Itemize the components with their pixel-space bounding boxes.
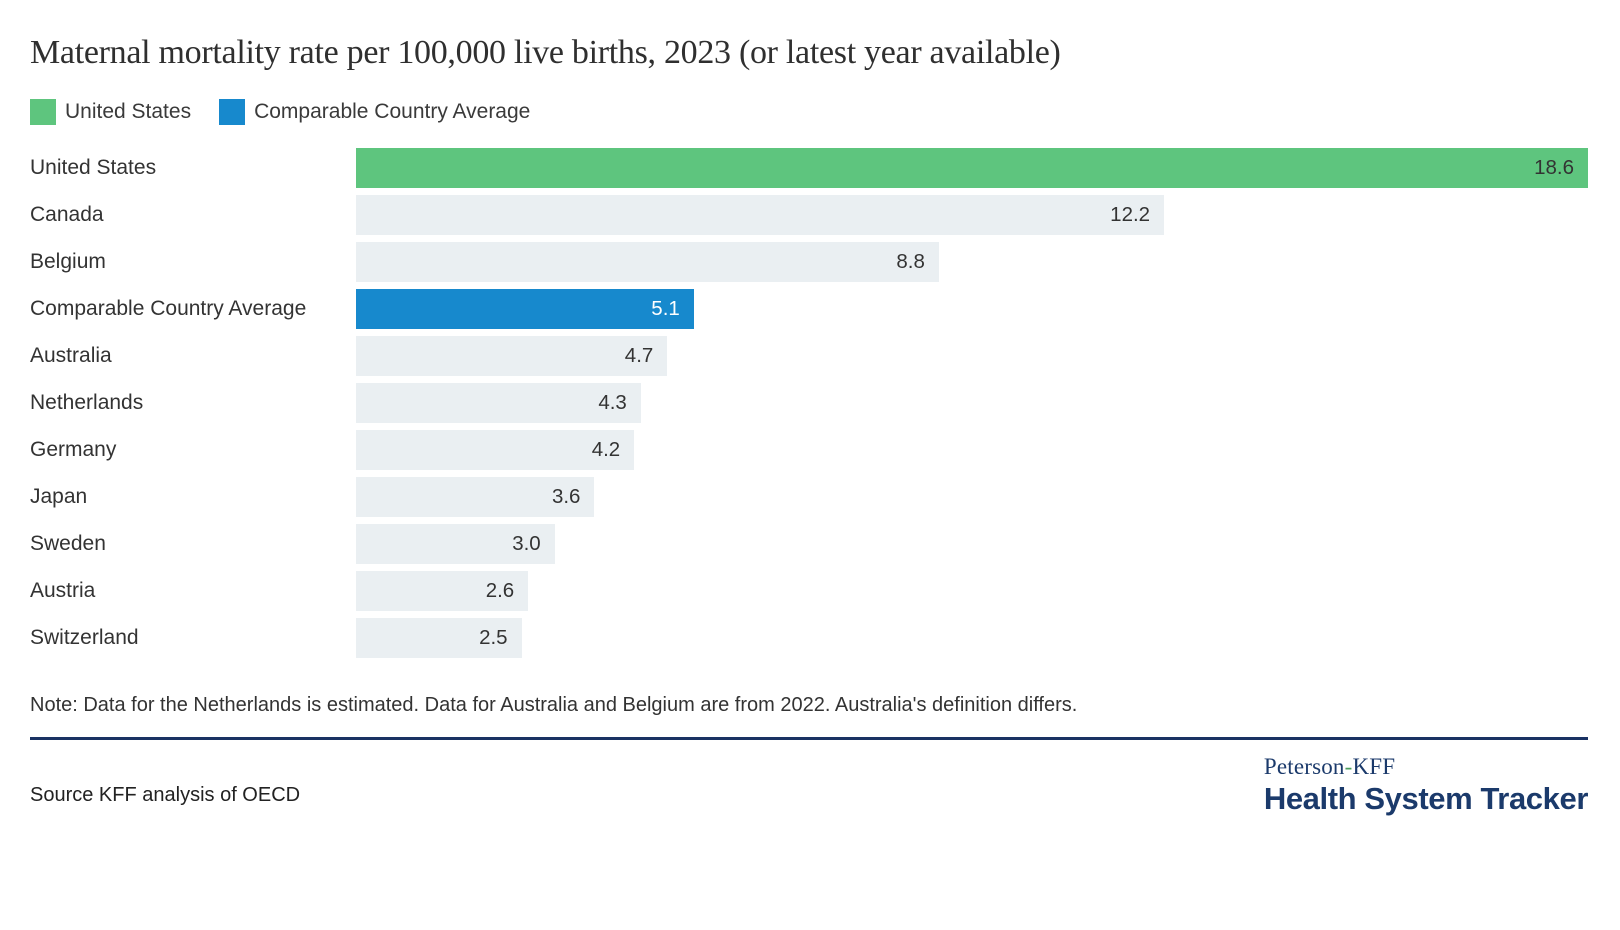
bar-track: 4.2 [356, 430, 1588, 470]
chart-row: Belgium 8.8 [30, 242, 1588, 282]
chart-row: Sweden 3.0 [30, 524, 1588, 564]
legend-item-comparable-average: Comparable Country Average [219, 98, 531, 125]
chart-row: United States 18.6 [30, 148, 1588, 188]
chart-row: Australia 4.7 [30, 336, 1588, 376]
value-label: 3.6 [551, 485, 581, 508]
legend-label: Comparable Country Average [254, 99, 531, 123]
category-label: Switzerland [30, 626, 139, 649]
bar: 3.6 [356, 477, 595, 517]
value-label: 12.2 [1110, 203, 1151, 226]
value-label: 4.2 [591, 438, 621, 461]
bar: 2.5 [356, 618, 522, 658]
peterson-kff-logo: Peterson-KFF Health System Tracker [1263, 754, 1589, 817]
category-label: Germany [30, 438, 117, 461]
bar: 5.1 [356, 289, 694, 329]
value-label: 4.3 [598, 391, 627, 414]
bar: 4.3 [356, 383, 641, 423]
value-label: 8.8 [896, 250, 925, 273]
bar-track: 2.6 [356, 571, 1588, 611]
footer: Source KFF analysis of OECD Peterson-KFF… [30, 754, 1588, 817]
logo-green-hyphen: - [1344, 754, 1353, 779]
value-label: 18.6 [1534, 156, 1574, 179]
chart-row: Germany 4.2 [30, 430, 1588, 470]
value-label: 5.1 [651, 297, 680, 320]
value-label: 2.6 [485, 579, 515, 602]
bar-chart: United States 18.6 Canada 12.2 Belgium 8.8 Com… [30, 148, 1588, 658]
bar: 2.6 [356, 571, 529, 611]
bar-track: 4.7 [356, 336, 1588, 376]
bar-track: 8.8 [356, 242, 1588, 282]
category-label: Austria [30, 579, 96, 602]
divider-rule [30, 737, 1588, 740]
chart-title: Maternal mortality rate per 100,000 live… [30, 34, 1061, 71]
bar: 3.0 [356, 524, 555, 564]
bar-track: 3.0 [356, 524, 1588, 564]
category-label: Netherlands [30, 391, 144, 414]
bar-track: 2.5 [356, 618, 1588, 658]
legend-label: United States [65, 99, 192, 123]
bar-track: 4.3 [356, 383, 1588, 423]
source-text: Source KFF analysis of OECD [30, 784, 301, 806]
category-label: Sweden [30, 532, 106, 555]
logo-brand-line: Peterson-KFF [1263, 754, 1396, 779]
bar: 8.8 [356, 242, 939, 282]
legend-swatch-green [30, 98, 56, 125]
bar: 4.7 [356, 336, 668, 376]
logo-name-line: Health System Tracker [1263, 781, 1589, 816]
chart-row: Switzerland 2.5 [30, 618, 1588, 658]
bar-track: 12.2 [356, 195, 1588, 235]
category-label: Belgium [30, 250, 106, 273]
chart-row: Japan 3.6 [30, 477, 1588, 517]
footnote: Note: Data for the Netherlands is estima… [30, 694, 1078, 716]
value-label: 4.7 [624, 344, 654, 367]
legend-swatch-blue [219, 98, 246, 125]
chart-row: Netherlands 4.3 [30, 383, 1588, 423]
chart-row: Canada 12.2 [30, 195, 1588, 235]
chart-row: Austria 2.6 [30, 571, 1588, 611]
category-label: Australia [30, 344, 112, 367]
value-label: 2.5 [479, 626, 508, 649]
bar-track: 5.1 [356, 289, 1588, 329]
legend: United States Comparable Country Average [30, 98, 1588, 125]
category-label: United States [30, 156, 157, 179]
value-label: 3.0 [512, 532, 541, 555]
category-label: Canada [30, 203, 104, 226]
category-label: Comparable Country Average [30, 297, 307, 320]
legend-item-united-states: United States [30, 98, 192, 125]
category-label: Japan [30, 485, 88, 508]
bar-track: 18.6 [356, 148, 1588, 188]
chart-card: Maternal mortality rate per 100,000 live… [0, 34, 1620, 817]
bar-track: 3.6 [356, 477, 1588, 517]
bar: 12.2 [356, 195, 1165, 235]
chart-row: Comparable Country Average 5.1 [30, 289, 1588, 329]
bar: 18.6 [356, 148, 1588, 188]
bar: 4.2 [356, 430, 635, 470]
